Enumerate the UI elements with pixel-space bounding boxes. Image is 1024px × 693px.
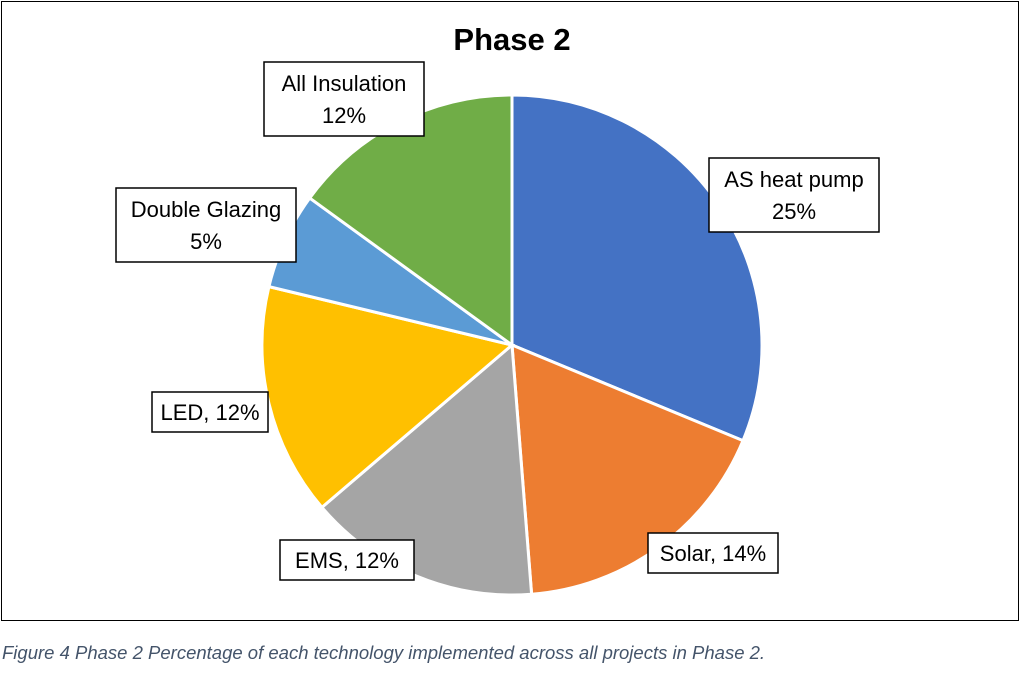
slice-label-text-0-0: AS heat pump bbox=[724, 167, 863, 192]
slice-label-text-4-0: Double Glazing bbox=[131, 197, 281, 222]
pie-slice-2 bbox=[319, 341, 534, 597]
slice-label-text-5-1: 12% bbox=[322, 103, 366, 128]
slice-label-box-1 bbox=[647, 532, 779, 574]
slice-label-0: AS heat pump 25% bbox=[708, 157, 880, 233]
pie-chart: AS heat pump 25% Solar, 14% EMS, 12% LED, 12… bbox=[115, 61, 880, 597]
slice-label-box-5 bbox=[263, 61, 425, 137]
pie-slice-3 bbox=[260, 284, 516, 510]
slice-label-5: All Insulation 12% bbox=[263, 61, 425, 137]
pie-labels: AS heat pump 25% Solar, 14% EMS, 12% LED, 12… bbox=[115, 61, 880, 581]
slice-label-box-4 bbox=[115, 187, 297, 263]
slice-label-text-4-1: 5% bbox=[190, 229, 222, 254]
slice-label-4: Double Glazing 5% bbox=[115, 187, 297, 263]
slice-label-3: LED, 12% bbox=[151, 391, 269, 433]
slice-label-text-1-0: Solar, 14% bbox=[660, 541, 766, 566]
figure-caption: Figure 4 Phase 2 Percentage of each tech… bbox=[2, 642, 766, 663]
slice-label-text-2-0: EMS, 12% bbox=[295, 548, 399, 573]
chart-title: Phase 2 bbox=[453, 22, 571, 57]
slice-label-text-0-1: 25% bbox=[772, 199, 816, 224]
slice-label-1: Solar, 14% bbox=[647, 532, 779, 574]
slice-label-box-2 bbox=[279, 539, 415, 581]
slice-label-text-3-0: LED, 12% bbox=[160, 400, 259, 425]
slice-label-2: EMS, 12% bbox=[279, 539, 415, 581]
slice-label-text-5-0: All Insulation bbox=[282, 71, 407, 96]
slice-label-box-3 bbox=[151, 391, 269, 433]
slice-label-box-0 bbox=[708, 157, 880, 233]
pie-slices bbox=[260, 93, 764, 597]
